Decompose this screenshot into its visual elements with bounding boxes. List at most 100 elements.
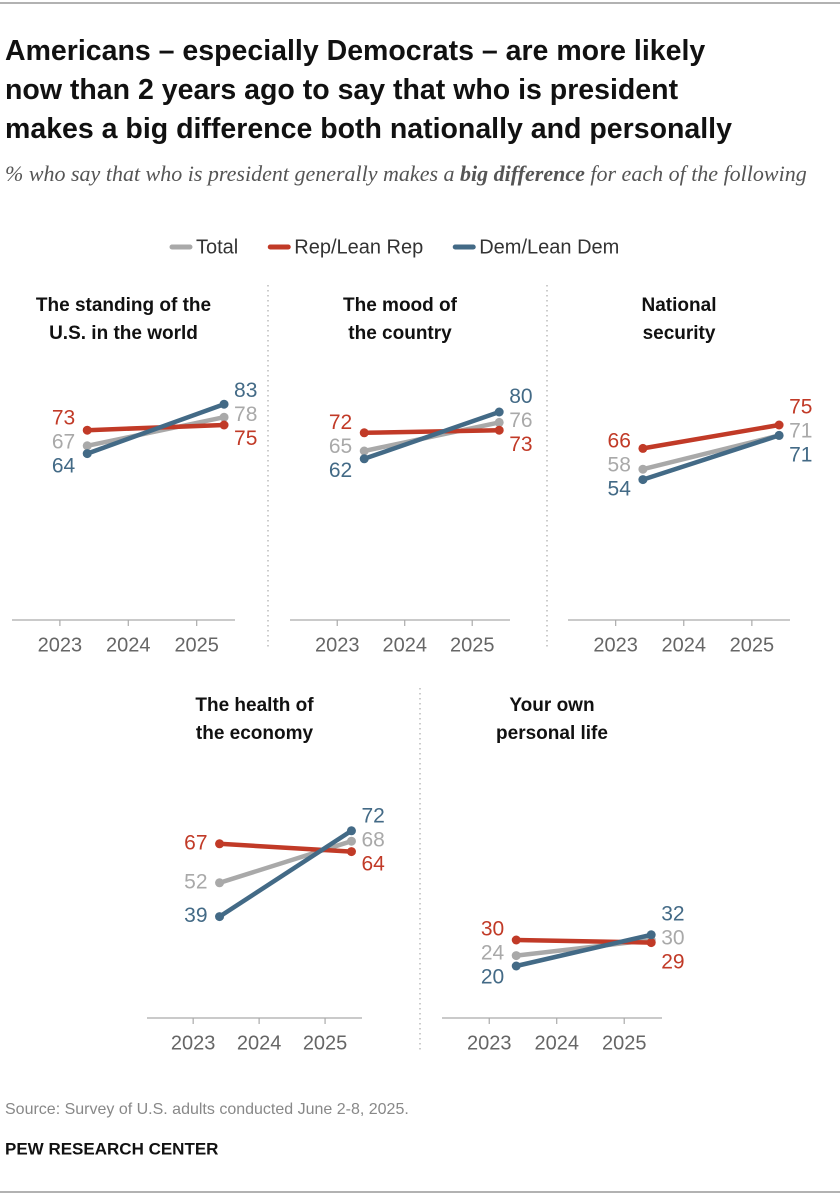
point	[346, 847, 356, 857]
legend-label: Rep/Lean Rep	[294, 236, 423, 258]
subtitle-text: for each of the following	[584, 161, 807, 186]
value-label: 30	[481, 917, 504, 940]
x-tick-label: 2024	[534, 1032, 579, 1054]
point	[638, 443, 648, 453]
point	[359, 446, 369, 456]
point	[215, 912, 225, 922]
point	[638, 464, 648, 474]
value-label: 29	[661, 951, 684, 974]
point	[215, 878, 225, 888]
footer: PEW RESEARCH CENTER	[5, 1139, 218, 1158]
x-tick-label: 2024	[662, 634, 707, 656]
value-label: 73	[52, 407, 75, 430]
value-label: 64	[361, 853, 385, 876]
point	[494, 425, 504, 435]
value-label: 75	[789, 395, 812, 418]
point	[511, 935, 521, 945]
panel-title: security	[643, 323, 716, 344]
value-label: 30	[661, 927, 684, 950]
value-label: 54	[608, 477, 632, 500]
series-line	[364, 427, 500, 436]
subtitle: % who say that who is president generall…	[5, 157, 835, 190]
x-tick-label: 2025	[303, 1032, 348, 1054]
legend-label: Dem/Lean Dem	[479, 236, 619, 258]
point	[82, 449, 92, 459]
point	[215, 839, 225, 849]
point	[774, 420, 784, 430]
subtitle-text: % who say that who is president generall…	[5, 161, 461, 186]
x-tick-label: 2025	[602, 1032, 647, 1054]
value-label: 65	[329, 435, 352, 458]
value-label: 72	[329, 411, 352, 434]
panel-title: The health of	[195, 695, 314, 716]
point	[646, 930, 656, 940]
point	[346, 836, 356, 846]
point	[346, 826, 356, 836]
series-line	[86, 414, 225, 449]
title-line: makes a big difference both nationally a…	[5, 113, 732, 145]
panel-title: Your own	[509, 695, 594, 716]
point	[646, 938, 656, 948]
series-line	[642, 433, 780, 482]
value-label: 32	[661, 903, 684, 926]
value-label: 39	[184, 904, 207, 927]
value-label: 68	[361, 829, 384, 852]
value-label: 80	[509, 385, 532, 408]
x-tick-label: 2023	[38, 634, 83, 656]
point	[359, 428, 369, 438]
panel-title: U.S. in the world	[49, 323, 198, 344]
point	[638, 475, 648, 485]
value-label: 66	[608, 429, 631, 452]
title-line: now than 2 years ago to say that who is …	[5, 74, 679, 106]
point	[494, 417, 504, 427]
value-label: 72	[361, 805, 384, 828]
value-label: 71	[789, 443, 812, 466]
value-label: 20	[481, 965, 504, 988]
x-tick-label: 2025	[174, 634, 219, 656]
x-tick-label: 2024	[382, 634, 427, 656]
x-tick-label: 2023	[593, 634, 638, 656]
point	[774, 430, 784, 440]
value-label: 62	[329, 459, 352, 482]
value-label: 83	[234, 379, 257, 402]
value-label: 78	[234, 403, 257, 426]
value-label: 52	[184, 870, 207, 893]
series-line	[218, 828, 353, 919]
point	[82, 425, 92, 435]
series-line	[363, 409, 500, 461]
value-label: 75	[234, 427, 257, 450]
series-line	[86, 402, 225, 456]
x-tick-label: 2024	[106, 634, 151, 656]
panel-title: the economy	[196, 723, 314, 744]
value-label: 24	[481, 941, 505, 964]
x-tick-label: 2023	[315, 634, 360, 656]
point	[219, 412, 229, 422]
series-line	[642, 422, 780, 451]
series-line	[219, 841, 352, 854]
point	[219, 420, 229, 430]
value-label: 58	[608, 453, 631, 476]
source: Source: Survey of U.S. adults conducted …	[5, 1101, 409, 1118]
panel-title: The standing of the	[36, 295, 211, 316]
title: Americans – especially Democrats – are m…	[5, 32, 732, 149]
x-tick-label: 2023	[171, 1032, 216, 1054]
subtitle-emphasis: big difference	[460, 161, 585, 186]
value-label: 67	[184, 831, 207, 854]
x-tick-label: 2023	[467, 1032, 512, 1054]
x-tick-label: 2025	[450, 634, 495, 656]
series-line	[515, 932, 652, 969]
value-label: 73	[509, 433, 532, 456]
point	[494, 407, 504, 417]
value-label: 76	[509, 409, 532, 432]
point	[511, 961, 521, 971]
x-tick-label: 2024	[237, 1032, 282, 1054]
point	[82, 441, 92, 451]
title-line: Americans – especially Democrats – are m…	[5, 35, 706, 67]
point	[359, 454, 369, 464]
point	[511, 951, 521, 961]
value-label: 71	[789, 419, 812, 442]
panel-title: the country	[348, 323, 452, 344]
point	[219, 399, 229, 409]
